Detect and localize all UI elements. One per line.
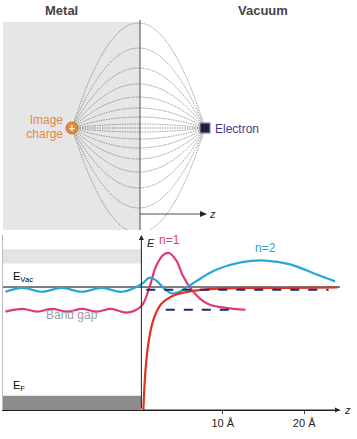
svg-text:n=1: n=1 bbox=[159, 233, 180, 247]
svg-text:20 Å: 20 Å bbox=[293, 417, 316, 429]
svg-text:10 Å: 10 Å bbox=[211, 417, 234, 429]
svg-text:Vacuum: Vacuum bbox=[238, 3, 288, 18]
svg-text:Metal: Metal bbox=[45, 3, 78, 18]
svg-text:Electron: Electron bbox=[215, 122, 259, 136]
svg-text:z: z bbox=[209, 208, 216, 220]
svg-text:charge: charge bbox=[26, 127, 63, 141]
svg-text:E: E bbox=[147, 237, 155, 249]
svg-text:E​Vac​: E​Vac​ bbox=[13, 270, 33, 284]
svg-text:n=2: n=2 bbox=[255, 241, 276, 255]
svg-text:z: z bbox=[344, 404, 351, 416]
svg-text:Image: Image bbox=[30, 113, 64, 127]
svg-text:+: + bbox=[69, 123, 75, 134]
svg-text:E​F​: E​F​ bbox=[13, 379, 25, 393]
svg-text:Band gap: Band gap bbox=[46, 308, 98, 322]
